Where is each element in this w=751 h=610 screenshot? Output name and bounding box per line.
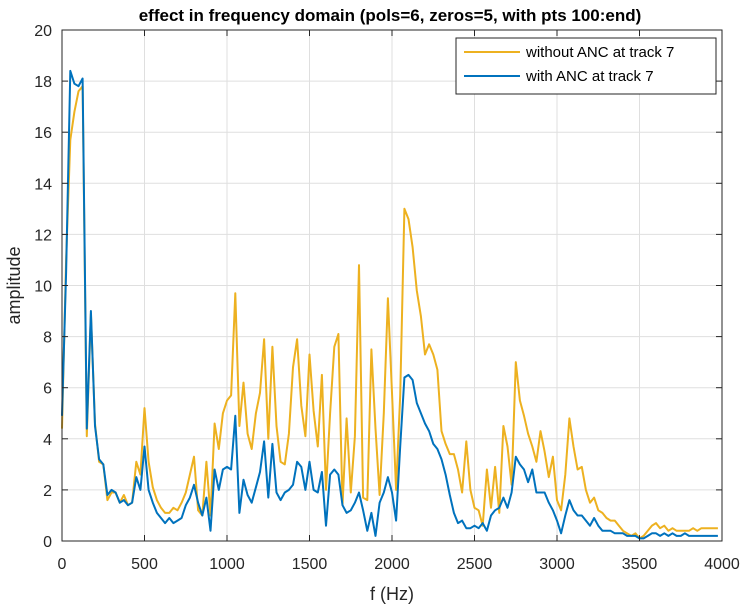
x-tick-label: 500 [131,556,158,573]
legend-box [455,37,717,95]
legend-label-1: without ANC at track 7 [525,44,674,61]
y-tick-label: 0 [43,534,52,551]
axis-ticks: 0 500 1000 1500 2000 2500 3000 3500 4000 0 2 4 6 8 10 1… [34,23,740,573]
x-tick-label: 1000 [209,556,245,573]
y-tick-label: 16 [34,125,52,142]
x-tick-label: 3500 [622,556,658,573]
x-tick-label: 1500 [292,556,328,573]
y-axis-label: amplitude [4,246,24,324]
x-tick-label: 4000 [704,556,740,573]
series-line-2 [61,69,718,540]
legend: without ANC at track 7 with ANC at track … [455,37,717,95]
y-tick-label: 18 [34,74,52,91]
y-tick-label: 14 [34,176,52,193]
x-tick-label: 2500 [457,556,493,573]
series-layer [61,69,718,540]
y-tick-label: 6 [43,381,52,398]
y-tick-label: 12 [34,227,52,244]
y-tick-label: 10 [34,279,52,296]
x-tick-label: 2000 [374,556,410,573]
x-tick-label: 3000 [539,556,575,573]
legend-label-2: with ANC at track 7 [525,68,654,85]
x-axis-label: f (Hz) [370,584,414,604]
grid-lines [61,29,723,542]
y-tick-label: 8 [43,330,52,347]
y-tick-label: 4 [43,432,52,449]
chart-title: effect in frequency domain (pols=6, zero… [139,6,642,25]
series-line-1 [61,85,718,540]
x-tick-label: 0 [58,556,67,573]
y-tick-label: 20 [34,23,52,40]
y-tick-label: 2 [43,483,52,500]
